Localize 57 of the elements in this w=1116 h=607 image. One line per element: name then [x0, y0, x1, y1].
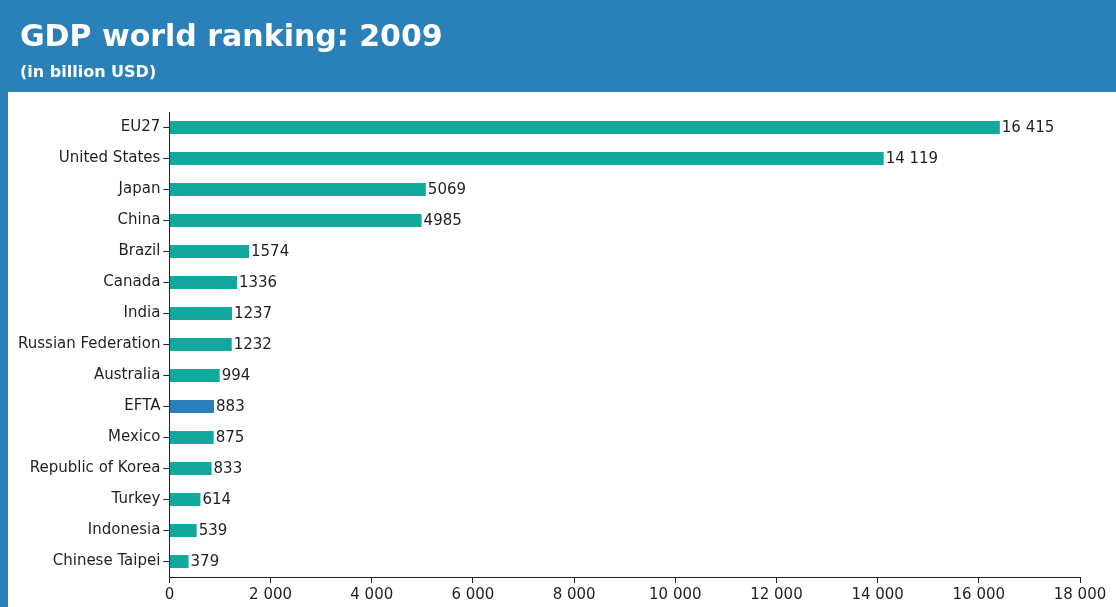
bar: [169, 244, 250, 259]
data-label: 4985: [423, 211, 462, 230]
y-tick-label: EU27: [120, 117, 161, 136]
x-tick-label: 4 000: [350, 584, 394, 603]
bar: [169, 492, 201, 507]
x-tick-label: 10 000: [649, 584, 702, 603]
y-tick-label: Turkey: [110, 489, 161, 508]
data-label: 539: [198, 521, 228, 540]
bar: [169, 461, 212, 476]
data-label: 1336: [238, 273, 278, 292]
x-tick-label: 18 000: [1053, 584, 1107, 603]
data-label: 614: [202, 490, 232, 509]
data-label: 1232: [233, 335, 272, 354]
y-tick-label: Australia: [94, 365, 161, 384]
x-tick-label: 2 000: [249, 584, 293, 603]
bar: [169, 275, 237, 290]
data-label: 833: [213, 459, 243, 478]
chart-subtitle: (in billion USD): [20, 62, 157, 81]
x-tick-label: 6 000: [451, 584, 495, 603]
y-tick-label: EFTA: [124, 396, 162, 415]
data-label: 379: [190, 552, 220, 571]
y-tick-label: Japan: [117, 179, 161, 198]
y-tick-label: Russian Federation: [17, 334, 161, 353]
chart-title: GDP world ranking: 2009: [20, 18, 443, 53]
bar: [169, 368, 220, 383]
data-label: 883: [216, 397, 245, 416]
x-tick-label: 16 000: [952, 584, 1006, 603]
data-label: 1574: [251, 242, 290, 261]
x-tick-label: 0: [164, 584, 175, 603]
bar: [169, 337, 232, 352]
bar: [169, 523, 197, 538]
y-tick-label: United States: [58, 148, 161, 167]
data-label: 1237: [233, 304, 273, 323]
bar: [169, 213, 422, 228]
bar: [169, 306, 232, 321]
bar: [169, 399, 215, 414]
x-tick-label: 12 000: [750, 584, 803, 603]
y-tick-label: India: [123, 303, 161, 322]
y-tick-label: Indonesia: [87, 520, 161, 539]
bar: [169, 182, 426, 197]
bar: [169, 430, 214, 445]
y-tick-label: Chinese Taipei: [52, 551, 161, 570]
y-tick-label: Canada: [103, 272, 161, 291]
data-label: 5069: [427, 180, 467, 199]
bar: [169, 151, 884, 166]
bar: [169, 120, 1000, 135]
y-tick-label: China: [117, 210, 161, 229]
data-label: 16 415: [1001, 118, 1055, 137]
y-tick-label: Brazil: [118, 241, 161, 260]
x-tick-label: 8 000: [552, 584, 596, 603]
y-tick-label: Republic of Korea: [29, 458, 161, 477]
data-label: 14 119: [885, 149, 939, 168]
y-tick-label: Mexico: [108, 427, 161, 446]
x-tick-label: 14 000: [851, 584, 904, 603]
data-label: 875: [215, 428, 245, 447]
bar: [169, 554, 189, 569]
data-label: 994: [221, 366, 251, 385]
